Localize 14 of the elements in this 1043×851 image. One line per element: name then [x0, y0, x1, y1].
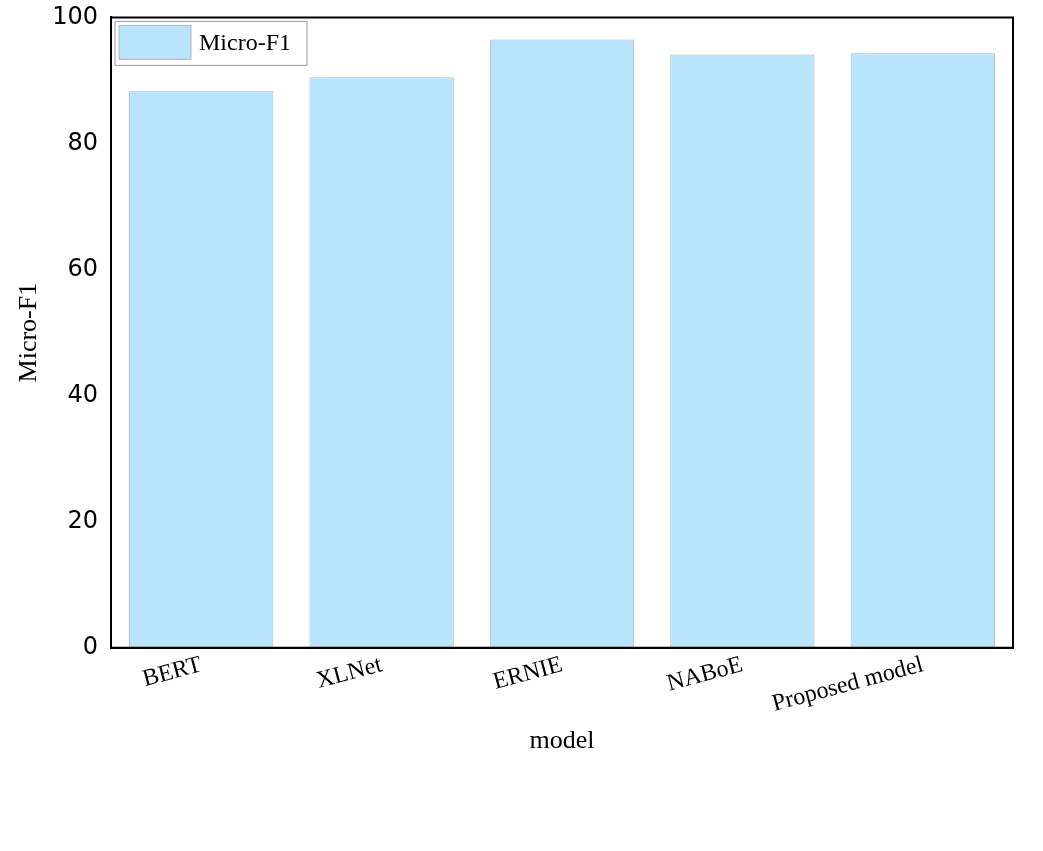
y-tick-label: 60: [67, 253, 99, 282]
x-axis-title: model: [529, 725, 595, 755]
x-tick-label: XLNet: [313, 650, 385, 693]
y-tick-label: 80: [67, 127, 99, 156]
x-tick-label: Proposed model: [768, 650, 927, 716]
y-tick-label: 0: [82, 632, 99, 661]
x-tick-label: BERT: [139, 650, 205, 692]
y-tick-label: 40: [67, 379, 99, 408]
x-tick-label: NABoE: [663, 650, 746, 696]
y-axis-title: Micro-F1: [13, 282, 43, 383]
y-tick-label: 20: [67, 505, 99, 534]
legend-label: Micro-F1: [199, 28, 292, 55]
x-tick-label: ERNIE: [489, 650, 565, 694]
y-tick-label: 100: [52, 1, 99, 30]
